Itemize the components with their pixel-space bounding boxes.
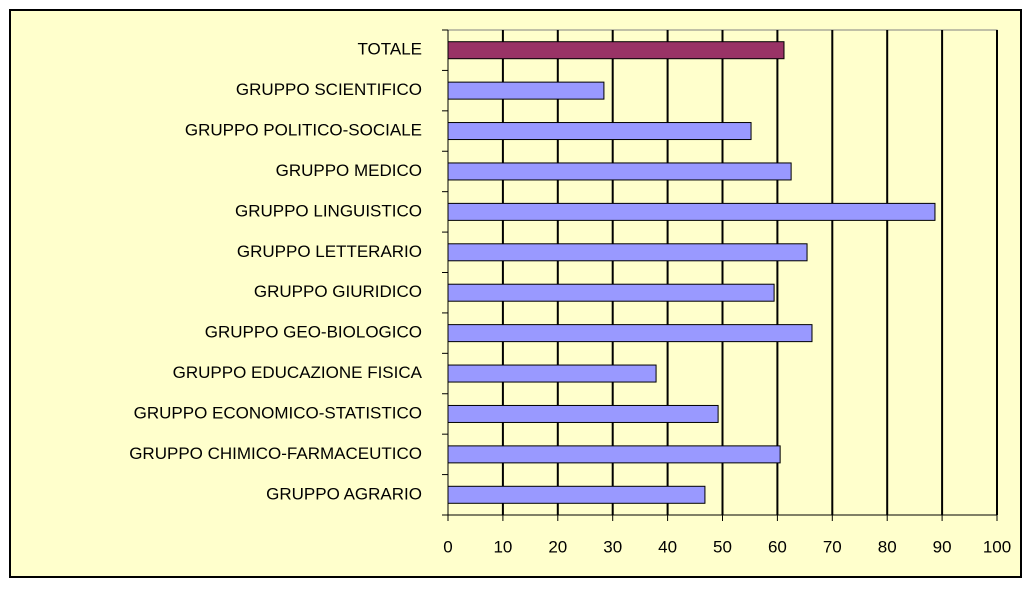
x-tick-label: 10 <box>493 537 512 556</box>
bar <box>447 122 752 141</box>
y-tick-label: TOTALE <box>357 40 422 59</box>
x-tick-label: 70 <box>823 537 842 556</box>
bar <box>447 324 813 343</box>
x-tick-label: 40 <box>658 537 677 556</box>
y-tick-label: GRUPPO SCIENTIFICO <box>236 80 422 99</box>
y-tick-label: GRUPPO MEDICO <box>276 161 422 180</box>
bar <box>447 162 792 181</box>
y-tick-label: GRUPPO GEO-BIOLOGICO <box>205 323 422 342</box>
bar <box>447 81 605 100</box>
y-tick-label: GRUPPO POLITICO-SOCIALE <box>185 121 422 140</box>
bar <box>447 202 936 221</box>
y-tick-label: GRUPPO LINGUISTICO <box>235 201 422 220</box>
x-tick-label: 100 <box>983 537 1011 556</box>
bar <box>447 445 781 464</box>
bar <box>447 41 785 60</box>
y-tick-label: GRUPPO LETTERARIO <box>237 242 422 261</box>
x-tick-label: 60 <box>768 537 787 556</box>
bar <box>447 243 808 262</box>
y-tick-label: GRUPPO CHIMICO-FARMACEUTICO <box>129 444 422 463</box>
x-tick-label: 30 <box>603 537 622 556</box>
bar <box>447 485 706 504</box>
x-tick-label: 90 <box>933 537 952 556</box>
bar <box>447 404 719 423</box>
bar <box>447 364 657 383</box>
y-tick-label: GRUPPO ECONOMICO-STATISTICO <box>134 403 422 422</box>
bar <box>447 283 775 302</box>
x-tick-label: 0 <box>443 537 452 556</box>
y-tick-label: GRUPPO GIURIDICO <box>254 282 422 301</box>
y-tick-label: GRUPPO EDUCAZIONE FISICA <box>173 363 423 382</box>
x-tick-label: 20 <box>548 537 567 556</box>
x-tick-label: 80 <box>878 537 897 556</box>
x-tick-label: 50 <box>713 537 732 556</box>
y-tick-label: GRUPPO AGRARIO <box>266 484 422 503</box>
